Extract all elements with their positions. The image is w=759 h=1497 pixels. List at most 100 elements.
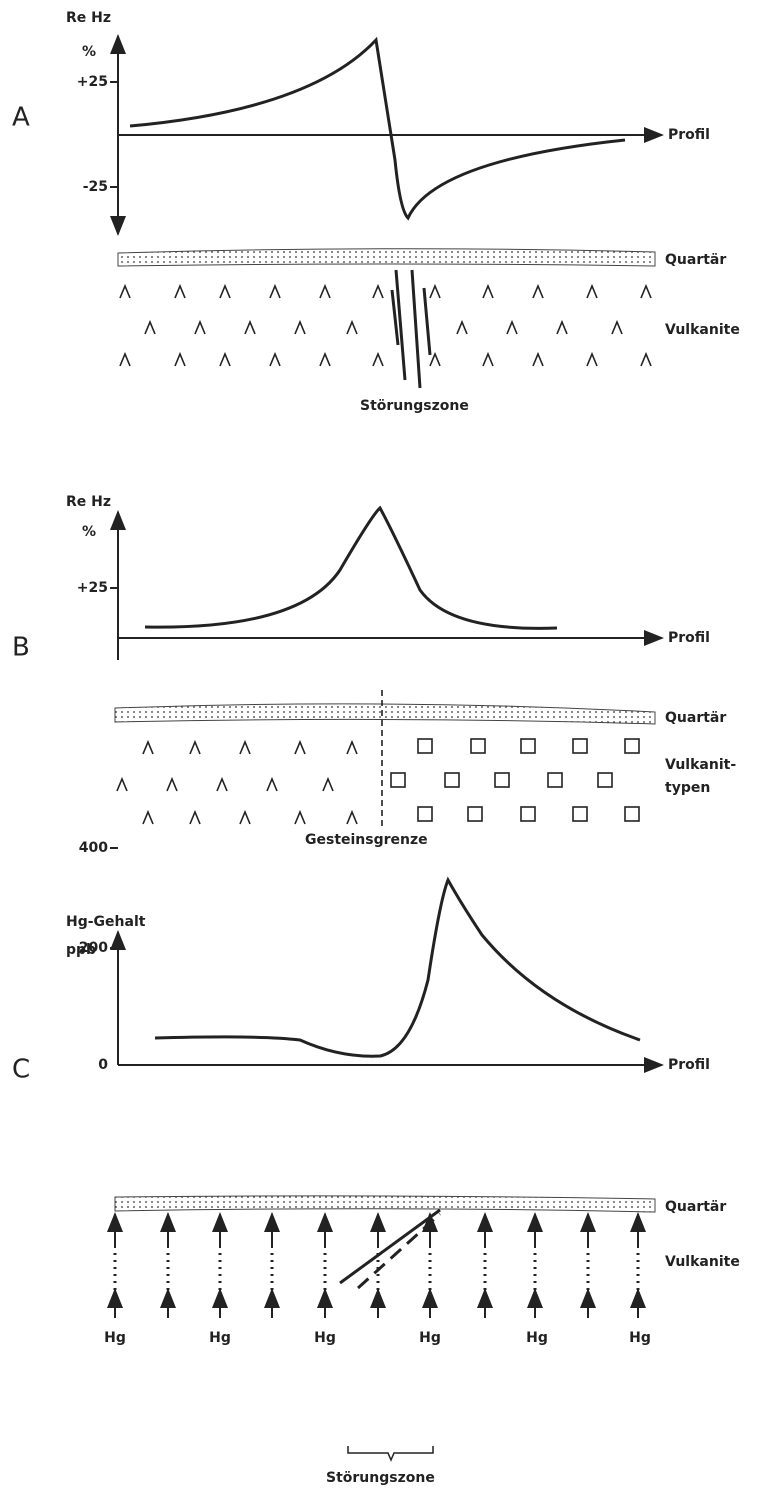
caret [319,351,331,367]
square [467,806,483,822]
caret [189,809,201,825]
caret [119,283,131,299]
caret [506,319,518,335]
panel-label: C [12,1055,30,1085]
annotation: Störungszone [360,398,469,414]
caret [269,351,281,367]
square [470,738,486,754]
curve [129,36,626,221]
tick-label: 0 [98,1057,108,1073]
caret [269,283,281,299]
square [547,772,563,788]
square [494,772,510,788]
layer-label: Vulkanite [665,1254,740,1270]
caret [482,351,494,367]
curve [154,876,641,1058]
quaternary-layer [114,1195,656,1213]
source-label: Hg [104,1330,126,1346]
square [390,772,406,788]
panel-label: A [12,103,30,133]
panel-a: A Re Hz % +25 -25 Profil Quartär Vulkani… [12,10,740,414]
square [572,806,588,822]
tick-label: +25 [77,580,108,596]
caret [429,351,441,367]
caret [346,809,358,825]
square [417,806,433,822]
caret [346,319,358,335]
panel-b: B Re Hz % +25 Profil Quartär Vulkanit- t… [12,494,736,848]
caret [319,283,331,299]
caret [532,351,544,367]
panel-label: B [12,633,30,663]
curve [144,505,558,630]
volcanic-symbols [116,738,640,825]
caret [294,809,306,825]
caret [294,319,306,335]
layer-label: Quartär [665,252,726,268]
caret [266,776,278,792]
caret [640,283,652,299]
layer-label: Quartär [665,710,726,726]
caret [219,351,231,367]
square [444,772,460,788]
tick-label: 400 [79,840,108,856]
y-label: Re Hz [66,494,111,510]
caret [294,739,306,755]
x-label: Profil [668,1057,710,1073]
caret [119,351,131,367]
caret [142,809,154,825]
caret [482,283,494,299]
caret [194,319,206,335]
caret [174,283,186,299]
caret [144,319,156,335]
caret [346,739,358,755]
bracket [347,1446,434,1462]
hg-labels: Hg Hg Hg Hg Hg Hg [104,1330,651,1346]
quaternary-layer [117,248,656,267]
caret [239,739,251,755]
square [520,738,536,754]
hg-arrows [107,1212,646,1318]
fault-movement [356,1212,442,1290]
caret [372,351,384,367]
source-label: Hg [526,1330,548,1346]
caret [640,351,652,367]
fault [390,269,432,389]
y-label: ppb [66,942,96,958]
source-label: Hg [314,1330,336,1346]
caret [116,776,128,792]
annotation: Gesteinsgrenze [305,832,428,848]
caret [142,739,154,755]
square [624,806,640,822]
x-label: Profil [668,127,710,143]
square [597,772,613,788]
source-label: Hg [419,1330,441,1346]
volcanic-symbols [119,283,652,367]
tick-label: +25 [77,74,108,90]
square [417,738,433,754]
y-label: Re Hz [66,10,111,26]
caret [372,283,384,299]
layer-label: Quartär [665,1199,726,1215]
quaternary-layer [114,703,656,725]
square [572,738,588,754]
caret [429,283,441,299]
tick-label: -25 [83,179,108,195]
caret [239,809,251,825]
tick-label: 200 [79,940,108,956]
caret [456,319,468,335]
caret [216,776,228,792]
square [520,806,536,822]
y-label: % [82,44,96,60]
caret [586,351,598,367]
layer-label: Vulkanite [665,322,740,338]
source-label: Hg [209,1330,231,1346]
caret [219,283,231,299]
layer-label: Vulkanit- [665,757,736,773]
panel-c: C Hg-Gehalt ppb 400 200 0 Profil Quartär… [12,840,740,1486]
caret [174,351,186,367]
y-label: Hg-Gehalt [66,914,146,930]
caret [556,319,568,335]
caret [244,319,256,335]
